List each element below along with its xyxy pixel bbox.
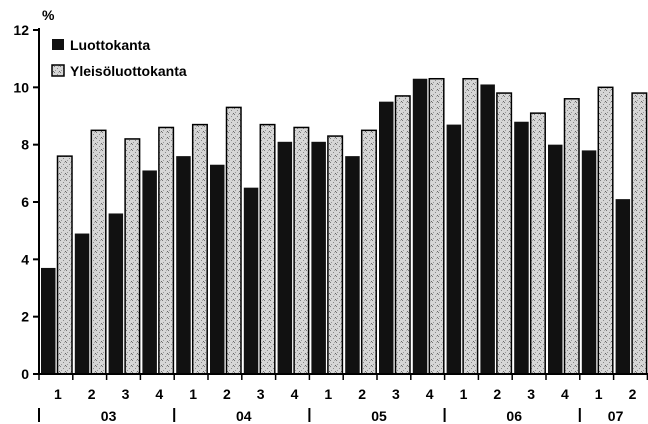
bar-yleisoluottokanta-5	[225, 106, 242, 375]
y-tick-label-10: 10	[13, 79, 29, 95]
x-tick-label-6: 3	[257, 386, 265, 402]
bar-luottokanta-3	[142, 170, 157, 374]
x-tick-label-1: 2	[88, 386, 96, 402]
bar-luottokanta-13	[480, 84, 495, 374]
bar-yleisoluottokanta-11	[428, 77, 445, 375]
bar-yleisoluottokanta-0	[56, 155, 73, 375]
bar-luottokanta-6	[243, 187, 259, 374]
x-tick-label-9: 2	[358, 386, 366, 402]
x-tick-label-12: 1	[460, 386, 468, 402]
bar-yleisoluottokanta-12	[462, 77, 479, 375]
bar-yleisoluottokanta-1	[90, 129, 107, 375]
x-tick-label-2: 3	[122, 386, 130, 402]
x-tick-label-14: 3	[527, 386, 535, 402]
bar-luottokanta-17	[615, 199, 631, 374]
y-axis-unit: %	[42, 7, 55, 23]
legend-label-yleisoluottokanta: Yleisöluottokanta	[70, 63, 187, 79]
bar-luottokanta-0	[41, 267, 56, 374]
legend-swatch-luottokanta	[52, 39, 64, 50]
group-label-05: 05	[371, 408, 387, 424]
x-tick-label-10: 3	[392, 386, 400, 402]
x-tick-label-15: 4	[561, 386, 569, 402]
y-tick-label-8: 8	[21, 137, 29, 153]
x-tick-label-13: 2	[493, 386, 501, 402]
group-label-04: 04	[236, 408, 252, 424]
y-tick-label-2: 2	[21, 309, 29, 325]
bar-luottokanta-9	[345, 156, 360, 374]
bar-luottokanta-4	[176, 156, 191, 374]
bar-yleisoluottokanta-3	[158, 126, 175, 375]
bar-yleisoluottokanta-13	[496, 92, 513, 375]
bar-luottokanta-14	[514, 121, 529, 374]
legend-swatch-yleisoluottokanta	[51, 64, 65, 77]
bar-luottokanta-7	[277, 141, 293, 374]
bar-yleisoluottokanta-16	[597, 86, 614, 375]
x-tick-label-7: 4	[291, 386, 299, 402]
y-tick-label-12: 12	[13, 22, 29, 38]
x-tick-label-5: 2	[223, 386, 231, 402]
y-tick-label-0: 0	[21, 366, 29, 382]
y-tick-label-6: 6	[21, 194, 29, 210]
group-label-03: 03	[101, 408, 117, 424]
bar-luottokanta-10	[379, 101, 394, 375]
bar-yleisoluottokanta-6	[259, 123, 276, 375]
bar-yleisoluottokanta-10	[394, 95, 411, 375]
bar-luottokanta-16	[581, 150, 597, 374]
x-tick-label-16: 1	[595, 386, 603, 402]
x-tick-label-17: 2	[629, 386, 637, 402]
bars-layer	[41, 77, 648, 375]
y-tick-label-4: 4	[21, 251, 29, 267]
group-label-06: 06	[506, 408, 522, 424]
bar-luottokanta-15	[548, 144, 563, 374]
bar-luottokanta-12	[446, 124, 462, 374]
bar-yleisoluottokanta-8	[327, 135, 344, 375]
legend: Luottokanta Yleisöluottokanta	[51, 37, 187, 79]
bar-yleisoluottokanta-15	[563, 98, 580, 375]
bar-luottokanta-1	[74, 233, 90, 374]
bar-yleisoluottokanta-2	[124, 138, 141, 375]
legend-label-luottokanta: Luottokanta	[70, 37, 150, 53]
bar-luottokanta-8	[311, 141, 326, 374]
x-tick-label-11: 4	[426, 386, 434, 402]
bar-yleisoluottokanta-9	[360, 129, 377, 375]
bar-yleisoluottokanta-17	[631, 92, 648, 375]
bar-luottokanta-5	[210, 164, 225, 374]
group-label-07: 07	[608, 408, 624, 424]
x-tick-label-0: 1	[54, 386, 62, 402]
bar-luottokanta-11	[412, 78, 428, 374]
bar-yleisoluottokanta-4	[191, 123, 208, 375]
bar-yleisoluottokanta-7	[293, 126, 310, 375]
x-tick-label-3: 4	[155, 386, 163, 402]
bar-luottokanta-2	[108, 213, 124, 374]
x-tick-label-8: 1	[324, 386, 332, 402]
x-tick-label-4: 1	[189, 386, 197, 402]
bar-yleisoluottokanta-14	[529, 112, 546, 375]
